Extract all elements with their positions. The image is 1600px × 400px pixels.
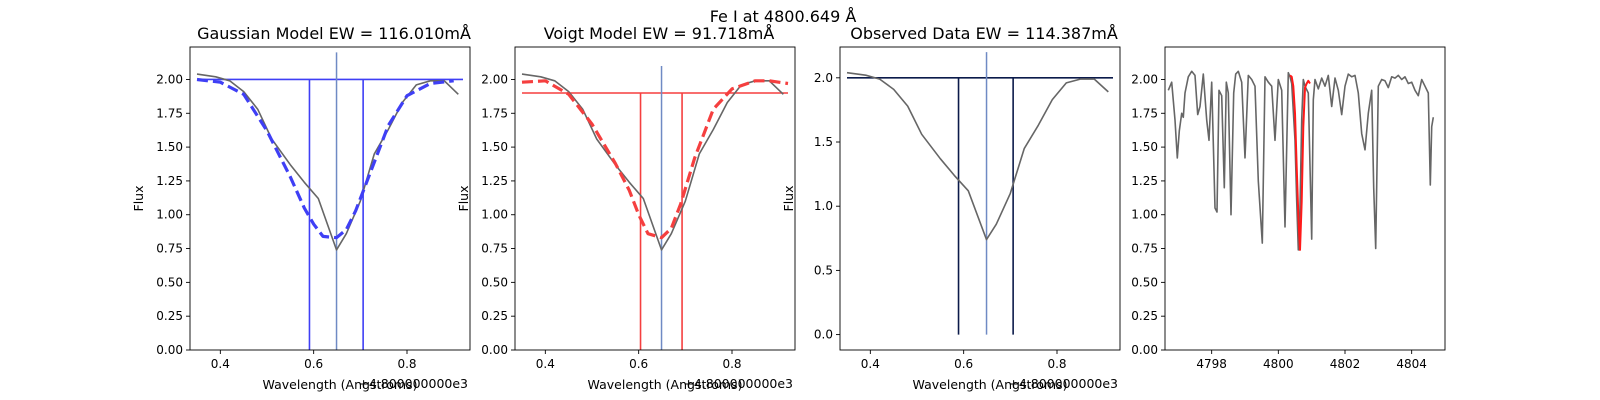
x-tick-label: 0.6: [629, 357, 648, 371]
y-tick-label: 1.25: [1131, 174, 1158, 188]
panel-title: Observed Data EW = 114.387mÅ: [850, 24, 1118, 43]
x-tick-label: 0.8: [397, 357, 416, 371]
x-tick-label: 0.8: [1047, 357, 1066, 371]
y-tick-label: 2.0: [814, 71, 833, 85]
panel-3: 0.4 0.6 0.8 0.0 0.5 1.0 1.5 2.0 Observed Data EW…: [781, 24, 1121, 392]
y-tick-label: 0.25: [1131, 309, 1158, 323]
plot-area: [846, 52, 1113, 335]
series-observed: [521, 73, 784, 251]
y-tick-label: 1.75: [1131, 106, 1158, 120]
axes-frame: [839, 46, 1121, 351]
y-tick-label: 1.00: [481, 208, 508, 222]
x-tick-label: 0.4: [536, 357, 555, 371]
y-tick-label: 1.50: [1131, 140, 1158, 154]
y-tick-label: 0.00: [481, 343, 508, 357]
x-axis-label: Wavelength (Angstroms): [263, 377, 418, 392]
series-observed: [196, 73, 459, 251]
x-offset-label: +4.800000000e3: [358, 376, 468, 391]
y-tick-label: 0.75: [1131, 242, 1158, 256]
series-observed: [846, 71, 1109, 241]
series-highlight: [1289, 74, 1311, 251]
y-tick-label: 0.50: [156, 275, 183, 289]
panel-title: Gaussian Model EW = 116.010mÅ: [197, 24, 471, 43]
x-offset-label: +4.800000000e3: [1008, 376, 1118, 391]
y-tick-label: 0.50: [1131, 275, 1158, 289]
y-tick-label: 1.50: [156, 140, 183, 154]
y-axis-label: Flux: [781, 186, 796, 212]
y-tick-label: 0.0: [814, 328, 833, 342]
panel-1: 0.4 0.6 0.8 0.00 0.25 0.50 0.75 1.00 1.25 1.50 1.7…: [131, 24, 471, 392]
x-axis-label: Wavelength (Angstroms): [588, 377, 743, 392]
y-tick-label: 1.0: [814, 199, 833, 213]
x-tick-label: 0.4: [211, 357, 230, 371]
y-tick-label: 0.50: [481, 275, 508, 289]
series-model: [196, 77, 454, 240]
x-tick-label: 4804: [1396, 357, 1427, 371]
panel-4: 4798 4800 4802 4804 0.00 0.25 0.50 0.75 1.00 1.25…: [1131, 46, 1446, 371]
y-tick-label: 2.00: [156, 72, 183, 86]
axes-frame: [189, 46, 471, 351]
y-tick-label: 0.00: [1131, 343, 1158, 357]
y-tick-label: 1.50: [481, 140, 508, 154]
y-tick-label: 1.75: [481, 106, 508, 120]
y-tick-label: 0.25: [156, 309, 183, 323]
y-tick-label: 1.5: [814, 135, 833, 149]
plot-area: [521, 65, 789, 350]
y-tick-label: 0.5: [814, 263, 833, 277]
axes-frame: [1164, 46, 1446, 351]
y-tick-label: 1.75: [156, 106, 183, 120]
x-axis-label: Wavelength (Angstroms): [913, 377, 1068, 392]
x-tick-label: 0.6: [954, 357, 973, 371]
y-tick-label: 0.75: [156, 242, 183, 256]
y-tick-label: 1.00: [156, 208, 183, 222]
y-tick-label: 2.00: [481, 72, 508, 86]
x-tick-label: 4800: [1263, 357, 1294, 371]
x-tick-label: 4798: [1196, 357, 1227, 371]
y-axis-label: Flux: [456, 186, 471, 212]
series-model: [521, 79, 789, 240]
panels: 0.4 0.6 0.8 0.00 0.25 0.50 0.75 1.00 1.25 1.50 1.7…: [131, 24, 1446, 392]
panel-title: Voigt Model EW = 91.718mÅ: [544, 24, 775, 43]
y-tick-label: 0.00: [156, 343, 183, 357]
y-tick-label: 1.00: [1131, 208, 1158, 222]
y-axis-label: Flux: [131, 186, 146, 212]
plot-area: [1167, 70, 1435, 251]
x-tick-label: 0.8: [722, 357, 741, 371]
plot-area: [196, 52, 463, 350]
x-tick-label: 4802: [1330, 357, 1361, 371]
x-tick-label: 0.6: [304, 357, 323, 371]
y-tick-label: 2.00: [1131, 72, 1158, 86]
x-offset-label: +4.800000000e3: [683, 376, 793, 391]
axes-frame: [514, 46, 796, 351]
y-tick-label: 0.25: [481, 309, 508, 323]
y-tick-label: 1.25: [156, 174, 183, 188]
y-tick-label: 0.75: [481, 242, 508, 256]
panel-2: 0.4 0.6 0.8 0.00 0.25 0.50 0.75 1.00 1.25 1.50 1.7…: [456, 24, 796, 392]
x-tick-label: 0.4: [861, 357, 880, 371]
y-tick-label: 1.25: [481, 174, 508, 188]
figure-suptitle: Fe I at 4800.649 Å: [710, 7, 857, 26]
series-spectrum: [1167, 70, 1435, 251]
